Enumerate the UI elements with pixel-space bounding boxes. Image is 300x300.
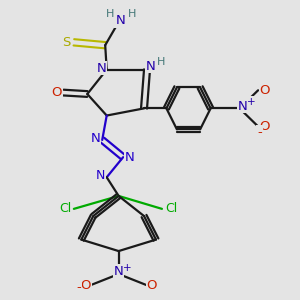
Text: N: N: [238, 100, 248, 112]
Text: N: N: [96, 169, 105, 182]
Text: H: H: [106, 9, 114, 19]
Text: N: N: [146, 60, 155, 73]
Text: O: O: [260, 120, 270, 133]
Text: N: N: [125, 151, 135, 164]
Text: -: -: [257, 126, 262, 139]
Text: S: S: [62, 36, 70, 49]
Text: N: N: [91, 132, 100, 145]
Text: O: O: [146, 279, 157, 292]
Text: H: H: [157, 57, 166, 68]
Text: +: +: [247, 97, 256, 107]
Text: N: N: [114, 265, 124, 278]
Text: H: H: [128, 9, 136, 19]
Text: O: O: [80, 279, 91, 292]
Text: -: -: [76, 281, 81, 294]
Text: Cl: Cl: [59, 202, 71, 215]
Text: N: N: [115, 14, 125, 27]
Text: Cl: Cl: [165, 202, 177, 215]
Text: O: O: [52, 86, 62, 99]
Text: +: +: [123, 263, 132, 273]
Text: O: O: [260, 84, 270, 97]
Text: N: N: [97, 62, 106, 75]
